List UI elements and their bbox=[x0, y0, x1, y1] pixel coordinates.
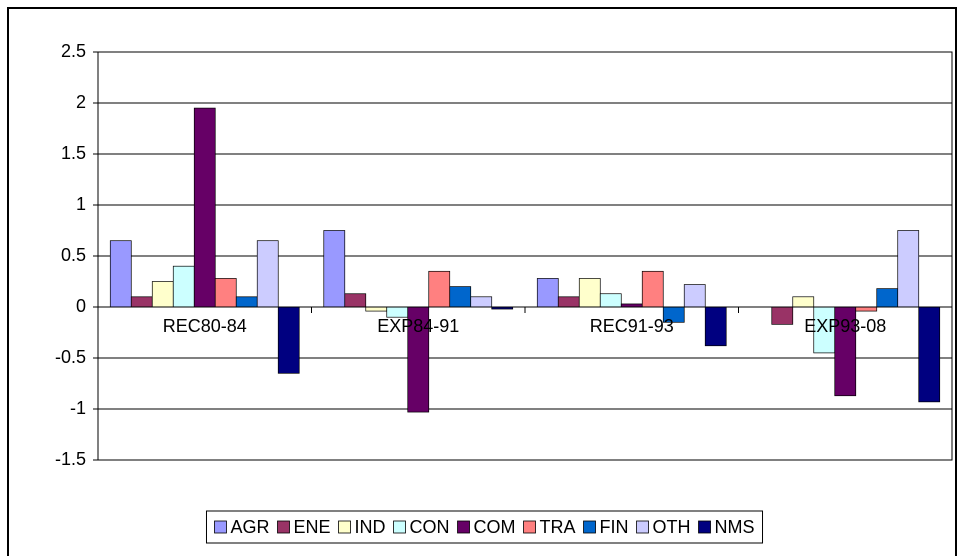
legend-swatch bbox=[583, 520, 596, 534]
y-tick-label: -1 bbox=[70, 398, 86, 418]
bar bbox=[599, 293, 622, 308]
legend-label: OTH bbox=[653, 517, 691, 537]
x-tick-label: REC91-93 bbox=[590, 316, 674, 336]
bar bbox=[365, 306, 388, 312]
legend-label: NMS bbox=[715, 517, 755, 537]
bar bbox=[792, 296, 815, 308]
bar bbox=[897, 230, 920, 308]
legend-swatch bbox=[636, 520, 649, 534]
bar bbox=[470, 296, 493, 308]
bar bbox=[683, 284, 706, 308]
y-tick-label: 2.5 bbox=[61, 41, 86, 61]
y-tick-label: -0.5 bbox=[55, 347, 86, 367]
x-tick-label: REC80-84 bbox=[163, 316, 247, 336]
legend-swatch bbox=[393, 520, 406, 534]
x-tick-label: EXP84-91 bbox=[377, 316, 459, 336]
bar bbox=[344, 293, 367, 308]
legend-swatch bbox=[277, 520, 290, 534]
bar bbox=[214, 278, 237, 308]
bar bbox=[277, 306, 300, 374]
bar bbox=[172, 265, 195, 308]
legend-label: IND bbox=[355, 517, 386, 537]
y-tick-label: 0 bbox=[76, 296, 86, 316]
bar bbox=[641, 270, 664, 308]
bar bbox=[428, 270, 451, 308]
bar bbox=[151, 281, 174, 308]
bar bbox=[109, 240, 132, 308]
y-tick-label: -1.5 bbox=[55, 449, 86, 469]
legend-swatch bbox=[457, 520, 470, 534]
y-tick-label: 0.5 bbox=[61, 245, 86, 265]
legend-swatch bbox=[338, 520, 351, 534]
legend bbox=[205, 510, 764, 544]
legend-label: AGR bbox=[230, 517, 269, 537]
bar bbox=[704, 306, 727, 347]
bar bbox=[449, 286, 472, 308]
bar bbox=[235, 296, 258, 308]
legend-label: CON bbox=[410, 517, 450, 537]
bar bbox=[876, 288, 899, 308]
bar bbox=[578, 278, 601, 308]
x-tick-label: EXP93-08 bbox=[804, 316, 886, 336]
bar bbox=[130, 296, 153, 308]
legend-swatch bbox=[214, 520, 227, 534]
bar bbox=[855, 306, 878, 312]
legend-swatch bbox=[698, 520, 711, 534]
legend-swatch bbox=[523, 520, 536, 534]
bar bbox=[256, 240, 279, 308]
y-tick-label: 1.5 bbox=[61, 143, 86, 163]
y-tick-label: 1 bbox=[76, 194, 86, 214]
legend-label: ENE bbox=[294, 517, 331, 537]
bar bbox=[557, 296, 580, 308]
bar bbox=[918, 306, 941, 403]
legend-label: FIN bbox=[600, 517, 629, 537]
bar bbox=[536, 278, 559, 308]
bar bbox=[193, 107, 216, 308]
legend-label: COM bbox=[474, 517, 516, 537]
bar bbox=[323, 230, 346, 308]
legend-label: TRA bbox=[540, 517, 576, 537]
y-tick-label: 2 bbox=[76, 92, 86, 112]
bar bbox=[771, 306, 794, 325]
